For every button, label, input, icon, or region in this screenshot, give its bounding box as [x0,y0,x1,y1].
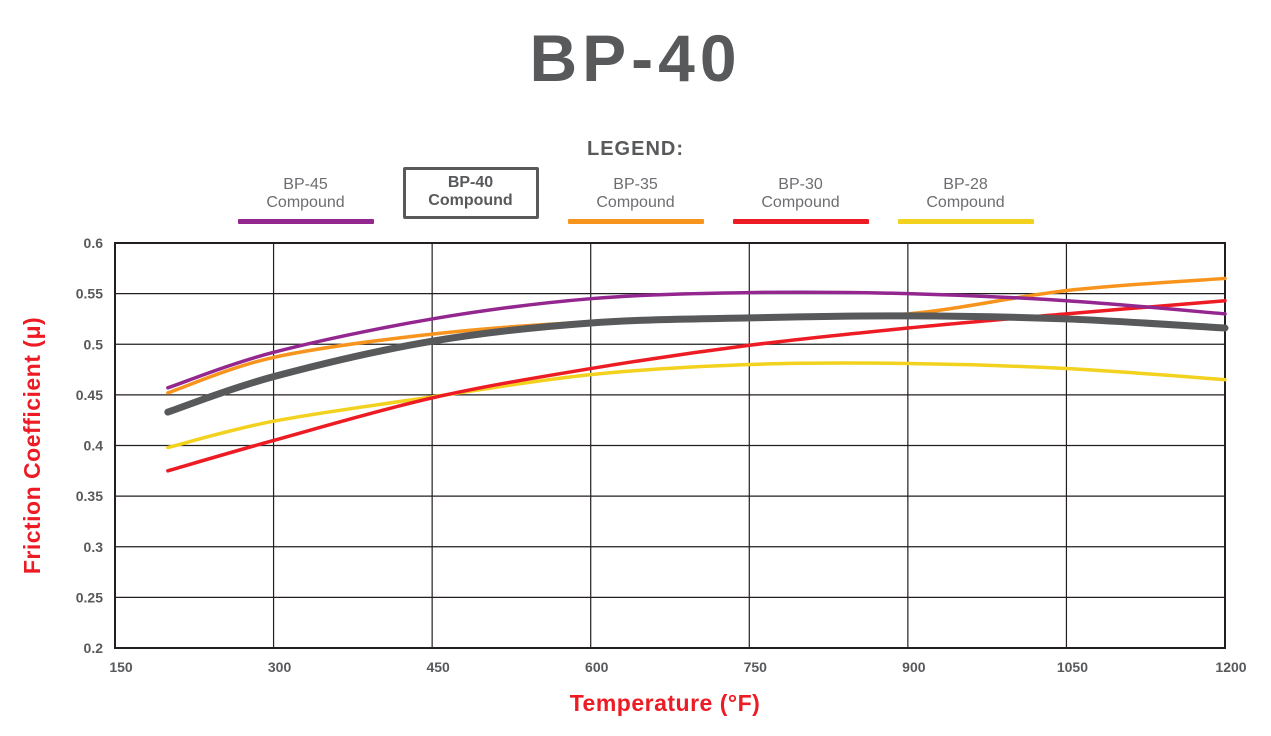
legend-item-sublabel: Compound [428,192,513,209]
series-bp-28-compound [166,361,1227,450]
legend-item-name: BP-28 [943,176,988,193]
legend-item-bp35: BP-35 Compound [567,176,704,224]
legend-item-name: BP-40 [447,174,494,191]
plot-frame [114,242,1226,649]
tick-labels: 0.2 0.25 0.3 0.35 0.4 0.45 0.5 0.55 0.6 150 300 450… [76,235,1247,675]
legend: BP-45 Compound BP-40 Compound BP-35 Comp… [0,167,1271,224]
x-tick-label: 300 [268,659,292,675]
legend-color-bar [237,219,374,224]
series-group [164,276,1229,473]
legend-item-bp40: BP-40 Compound [402,167,539,219]
series-bp-40-compound [164,312,1229,416]
x-tick-label: 1200 [1215,659,1246,675]
y-tick-label: 0.5 [84,336,104,352]
y-axis-label: Friction Coefficient (μ) [19,317,45,574]
legend-item-sublabel: Compound [596,194,675,211]
legend-item-bp30: BP-30 Compound [732,176,869,224]
x-tick-label: 1050 [1057,659,1088,675]
x-axis-label: Temperature (°F) [570,690,761,716]
y-tick-label: 0.6 [84,235,104,251]
series-bp-45-compound [166,290,1227,390]
legend-item-sublabel: Compound [926,194,1005,211]
y-tick-label: 0.4 [84,438,104,454]
legend-item-sublabel: Compound [266,194,345,211]
legend-heading: LEGEND: [587,138,684,160]
legend-item-name: BP-45 [283,176,328,193]
page-title: BP-40 [529,21,742,95]
y-tick-label: 0.45 [76,387,103,403]
y-tick-label: 0.55 [76,286,103,302]
x-tick-label: 150 [109,659,133,675]
y-tick-label: 0.25 [76,589,103,605]
y-tick-label: 0.35 [76,488,103,504]
legend-color-bar [732,219,869,224]
gridlines [114,242,1226,649]
x-tick-label: 900 [902,659,926,675]
x-tick-label: 600 [585,659,609,675]
y-tick-label: 0.3 [84,539,104,555]
y-tick-label: 0.2 [84,640,104,656]
legend-item-name: BP-35 [613,176,658,193]
legend-item-name: BP-30 [778,176,823,193]
legend-color-bar [567,219,704,224]
legend-item-bp45: BP-45 Compound [237,176,374,224]
x-tick-label: 750 [744,659,768,675]
legend-item-sublabel: Compound [761,194,840,211]
x-tick-label: 450 [426,659,450,675]
legend-color-bar [897,219,1034,224]
legend-item-bp28: BP-28 Compound [897,176,1034,224]
